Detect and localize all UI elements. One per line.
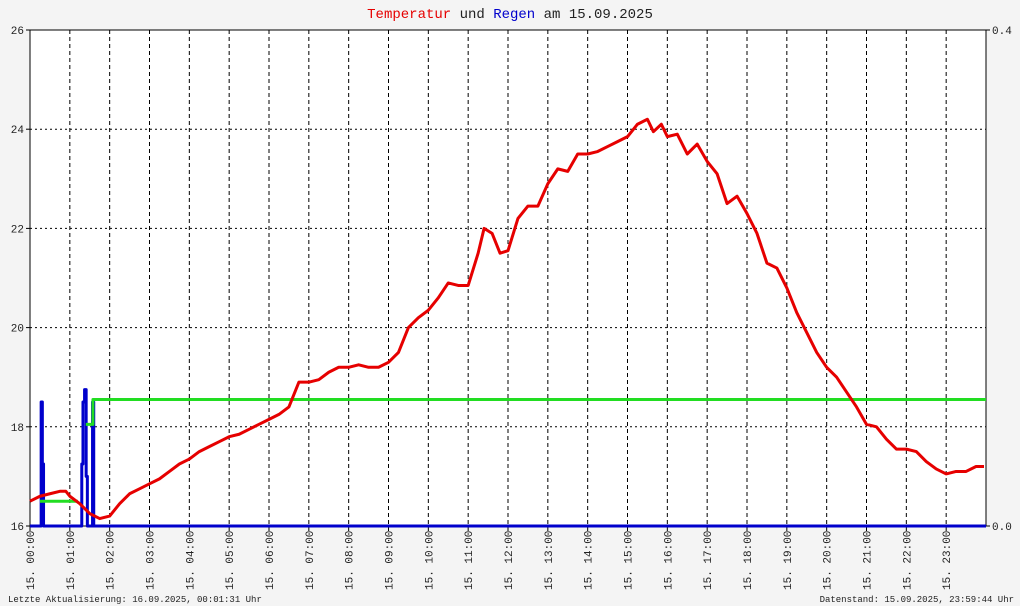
x-tick-label: 15. 21:00	[863, 531, 875, 590]
series-line	[29, 117, 985, 521]
title-series: Regen	[493, 7, 535, 23]
title-part: und	[460, 7, 485, 23]
y-tick-label: 20	[11, 324, 24, 336]
series-line	[39, 398, 986, 503]
x-tick-label: 15. 06:00	[265, 531, 277, 590]
footer-right: Datenstand: 15.09.2025, 23:59:44 Uhr	[820, 595, 1014, 605]
x-tick-label: 15. 23:00	[942, 531, 954, 590]
x-tick-label: 15. 20:00	[823, 531, 835, 590]
x-tick-label: 15. 04:00	[185, 531, 197, 590]
x-tick-label: 15. 00:00	[26, 531, 38, 590]
x-tick-label: 15. 19:00	[783, 531, 795, 590]
x-tick-label: 15. 02:00	[106, 531, 118, 590]
x-tick-label: 15. 17:00	[703, 531, 715, 590]
x-tick-label: 15. 14:00	[584, 531, 596, 590]
y-tick-label: 16	[11, 522, 24, 534]
x-tick-label: 15. 22:00	[902, 531, 914, 590]
x-tick-label: 15. 11:00	[464, 531, 476, 590]
x-tick-label: 15. 10:00	[424, 531, 436, 590]
y-tick-label: 26	[11, 26, 24, 38]
x-tick-label: 15. 18:00	[743, 531, 755, 590]
y2-tick-label: 0.0	[992, 522, 1012, 534]
y-tick-label: 18	[11, 423, 24, 435]
footer-left: Letzte Aktualisierung: 16.09.2025, 00:01…	[8, 595, 262, 605]
x-tick-label: 15. 15:00	[624, 531, 636, 590]
title-part: am 15.09.2025	[544, 7, 653, 23]
x-tick-label: 15. 05:00	[225, 531, 237, 590]
series-line	[30, 388, 986, 528]
chart-title: Temperatur und Regen am 15.09.2025	[367, 7, 653, 23]
y2-tick-label: 0.4	[992, 26, 1012, 38]
title-series: Temperatur	[367, 7, 451, 23]
x-tick-label: 15. 08:00	[345, 531, 357, 590]
x-tick-label: 15. 01:00	[66, 531, 78, 590]
x-tick-label: 15. 07:00	[305, 531, 317, 590]
x-tick-label: 15. 12:00	[504, 531, 516, 590]
y-tick-label: 24	[11, 125, 25, 137]
y-tick-label: 22	[11, 224, 24, 236]
x-tick-label: 15. 16:00	[663, 531, 675, 590]
x-tick-label: 15. 03:00	[146, 531, 158, 590]
x-tick-label: 15. 09:00	[385, 531, 397, 590]
x-tick-label: 15. 13:00	[544, 531, 556, 590]
